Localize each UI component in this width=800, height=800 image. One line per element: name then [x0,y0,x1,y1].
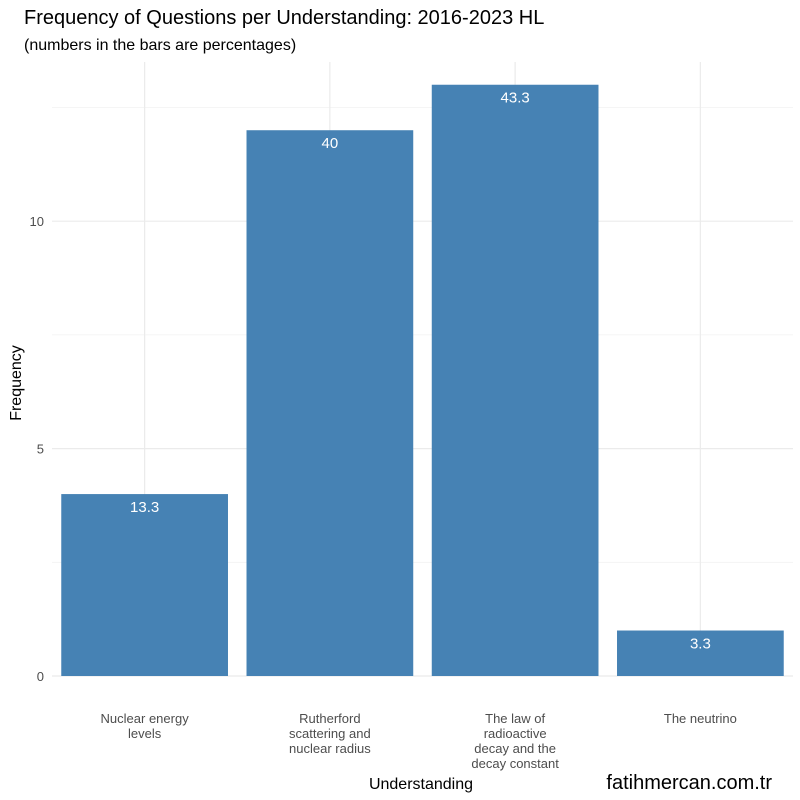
bar [61,494,228,676]
y-axis-ticks: 0 5 10 [30,214,44,684]
x-tick-label: The neutrino [664,711,737,726]
watermark: fatihmercan.com.tr [606,772,772,794]
y-axis-title: Frequency [8,345,25,421]
bars: 13.3 40 43.3 3.3 [61,84,784,677]
x-axis-ticks: Nuclear energy levels Rutherford scattering… [101,711,737,771]
x-axis-title: Understanding [369,776,473,793]
bar-data-label: 43.3 [501,90,530,107]
chart-subtitle: (numbers in the bars are percentages) [24,37,296,54]
bar-data-label: 3.3 [690,636,711,653]
y-tick-label: 10 [30,214,44,229]
x-tick-label: The law of radioactive decay and the decay … [471,711,559,771]
bar-data-label: 13.3 [130,499,159,516]
chart-title: Frequency of Questions per Understanding… [24,7,544,29]
y-tick-label: 5 [37,442,44,457]
bar [431,84,599,677]
bar-data-label: 40 [322,135,339,152]
y-tick-label: 0 [37,669,44,684]
bar [246,130,414,676]
x-tick-label: Nuclear energy levels [101,711,190,741]
bar [617,630,784,676]
x-tick-label: Rutherford scattering and nuclear radius [289,711,371,756]
